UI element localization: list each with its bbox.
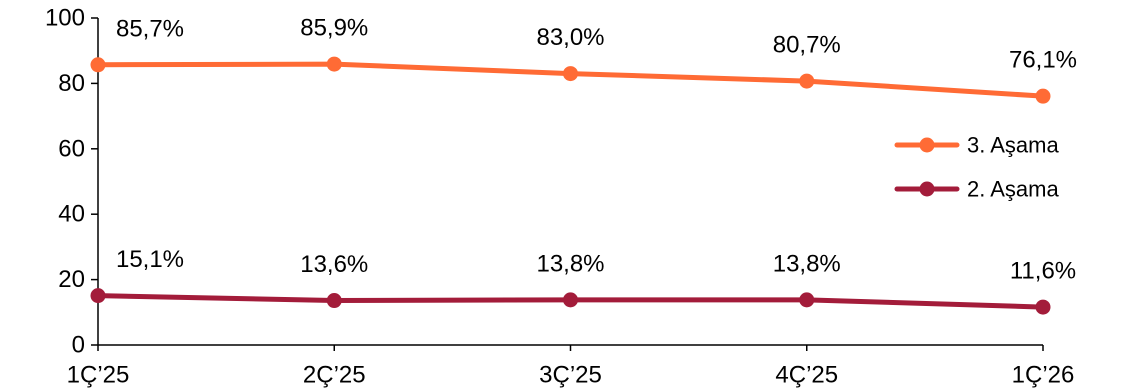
series-layer: 85,7% 85,9% 83,0% 80,7% 76,1% 15,1% 13,6% 13,8%… xyxy=(90,15,1077,315)
x-tick-label: 2Ç’25 xyxy=(303,362,366,388)
data-label: 76,1% xyxy=(1009,47,1077,74)
data-point xyxy=(1035,299,1051,315)
legend-item: 2. Aşama xyxy=(894,177,1059,202)
data-point xyxy=(563,66,578,82)
data-point xyxy=(799,73,815,89)
data-label: 83,0% xyxy=(536,24,604,51)
legend-label: 3. Aşama xyxy=(967,133,1059,158)
data-point xyxy=(799,292,815,308)
series-1: 85,7% 85,9% 83,0% 80,7% 76,1% xyxy=(90,15,1077,104)
legend-swatch-marker xyxy=(919,181,935,197)
data-label: 15,1% xyxy=(116,246,184,273)
y-tick-label: 40 xyxy=(58,201,85,228)
legend-item: 3. Aşama xyxy=(894,133,1059,158)
data-point xyxy=(326,293,342,309)
data-label: 85,9% xyxy=(300,15,368,42)
legend-swatch-marker xyxy=(919,137,935,153)
data-label: 13,6% xyxy=(300,251,368,278)
series-2: 15,1% 13,6% 13,8% 13,8% 11,6% xyxy=(90,246,1076,315)
y-tick-label: 20 xyxy=(58,266,85,293)
data-label: 13,8% xyxy=(536,250,604,277)
data-point xyxy=(563,292,578,308)
x-tick-label: 1Ç’26 xyxy=(1012,362,1075,388)
y-tick-label: 0 xyxy=(72,332,85,359)
x-tick-label: 1Ç’25 xyxy=(67,362,130,388)
x-tick-label: 4Ç’25 xyxy=(775,362,838,388)
data-label: 80,7% xyxy=(773,32,841,59)
legend: 3. Aşama 2. Aşama xyxy=(894,133,1059,202)
y-tick-label: 80 xyxy=(58,70,85,97)
data-label: 13,8% xyxy=(773,250,841,277)
data-point xyxy=(1035,88,1051,104)
data-point xyxy=(90,57,106,73)
y-tick-label: 60 xyxy=(58,135,85,162)
y-tick-label: 100 xyxy=(45,5,85,32)
y-axis-ticks: 0 20 40 60 80 100 xyxy=(45,5,98,359)
x-axis-ticks: 1Ç’25 2Ç’25 3Ç’25 4Ç’25 1Ç’26 xyxy=(67,345,1075,388)
data-label: 11,6% xyxy=(1010,258,1076,285)
data-point xyxy=(90,288,106,304)
legend-label: 2. Aşama xyxy=(967,177,1059,202)
x-tick-label: 3Ç’25 xyxy=(539,362,602,388)
data-label: 85,7% xyxy=(116,15,184,42)
data-point xyxy=(326,56,342,72)
